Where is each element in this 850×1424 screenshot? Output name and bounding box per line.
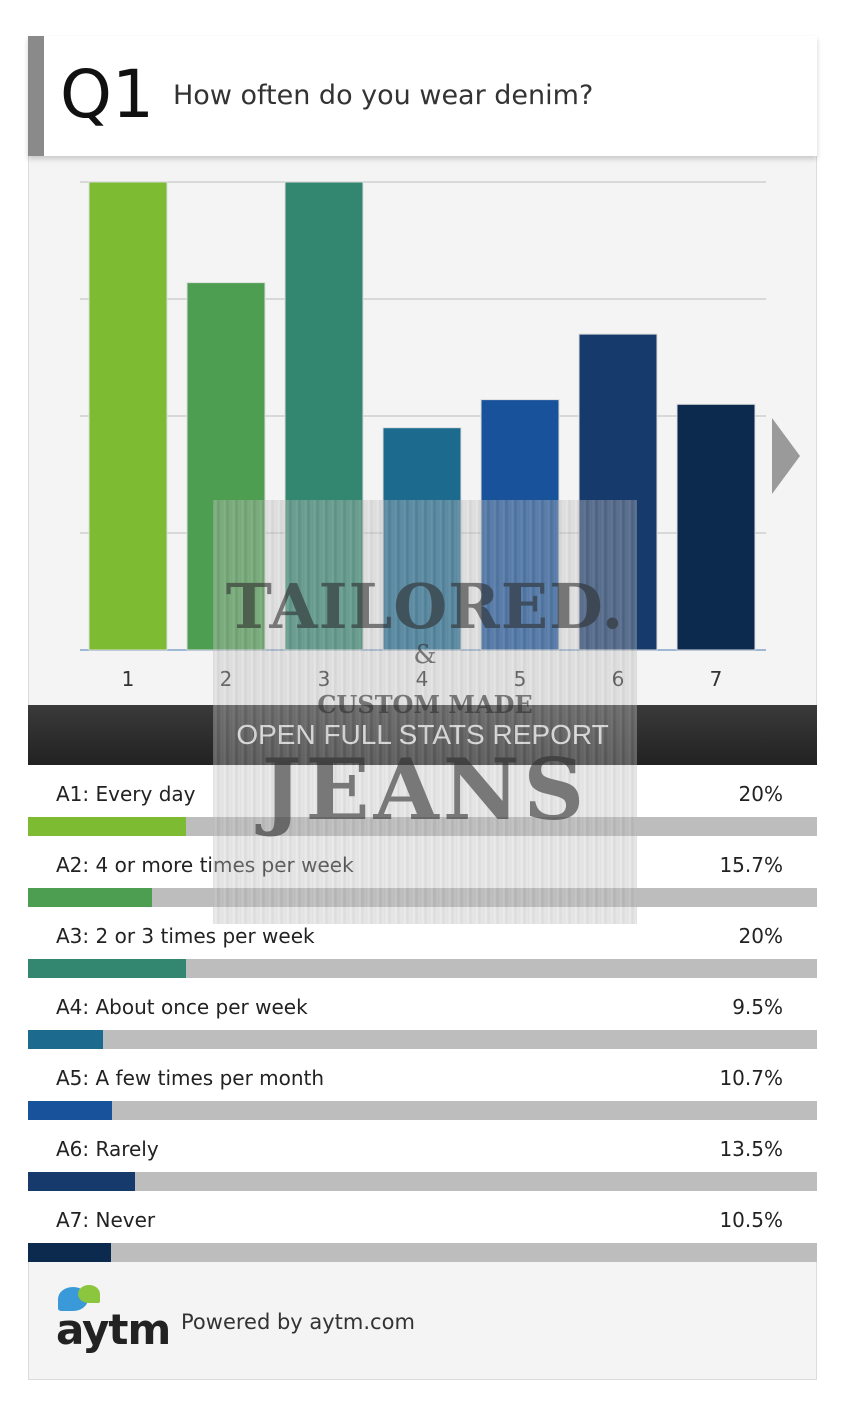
answer-label: A3: 2 or 3 times per week xyxy=(56,924,315,948)
question-text: How often do you wear denim? xyxy=(173,80,594,111)
answer-bar-fill xyxy=(28,1172,135,1191)
answer-percent: 9.5% xyxy=(732,995,783,1019)
answer-bar-track xyxy=(28,959,817,978)
answer-row: A1: Every day 20% xyxy=(28,765,817,836)
x-tick-label: 5 xyxy=(514,667,527,691)
chevron-right-icon[interactable] xyxy=(772,418,800,494)
bar-5[interactable] xyxy=(480,399,560,651)
answer-bar-track xyxy=(28,1243,817,1262)
answer-label: A6: Rarely xyxy=(56,1137,159,1161)
answer-bar-fill xyxy=(28,888,152,907)
bar-1[interactable] xyxy=(88,181,168,651)
answer-percent: 10.7% xyxy=(719,1066,783,1090)
answer-row: A5: A few times per month 10.7% xyxy=(28,1049,817,1120)
header-accent-bar xyxy=(28,36,44,156)
bar-3[interactable] xyxy=(284,181,364,651)
answer-row: A2: 4 or more times per week 15.7% xyxy=(28,836,817,907)
answer-bar-track xyxy=(28,1101,817,1120)
answer-label: A1: Every day xyxy=(56,782,196,806)
aytm-logo[interactable]: aytm xyxy=(56,1285,171,1355)
answer-bar-track xyxy=(28,817,817,836)
answer-row: A6: Rarely 13.5% xyxy=(28,1120,817,1191)
answer-percent: 13.5% xyxy=(719,1137,783,1161)
bar-2[interactable] xyxy=(186,282,266,651)
answer-label: A4: About once per week xyxy=(56,995,308,1019)
answer-label: A7: Never xyxy=(56,1208,156,1232)
logo-wordmark: aytm xyxy=(56,1305,171,1354)
answer-percent: 10.5% xyxy=(719,1208,783,1232)
answer-bar-fill xyxy=(28,817,186,836)
answer-bar-fill xyxy=(28,1030,103,1049)
answer-row: A4: About once per week 9.5% xyxy=(28,978,817,1049)
open-full-stats-report-button[interactable]: OPEN FULL STATS REPORT xyxy=(28,705,817,765)
answers-list: A1: Every day 20% A2: 4 or more times pe… xyxy=(28,765,817,1262)
answer-row: A3: 2 or 3 times per week 20% xyxy=(28,907,817,978)
x-tick-label: 6 xyxy=(612,667,625,691)
x-tick-label: 4 xyxy=(416,667,429,691)
x-tick-label: 7 xyxy=(710,667,723,691)
answer-bar-track xyxy=(28,888,817,907)
answer-bar-track xyxy=(28,1030,817,1049)
footer: aytm Powered by aytm.com xyxy=(28,1265,817,1380)
answer-bar-fill xyxy=(28,1243,111,1262)
answer-bar-fill xyxy=(28,959,186,978)
answer-percent: 20% xyxy=(738,924,783,948)
answer-label: A5: A few times per month xyxy=(56,1066,325,1090)
speech-bubble-icon xyxy=(78,1285,100,1303)
question-header: Q1 How often do you wear denim? xyxy=(28,36,817,156)
bar-7[interactable] xyxy=(676,403,756,651)
answer-label: A2: 4 or more times per week xyxy=(56,853,354,877)
question-number: Q1 xyxy=(60,56,154,133)
bar-6[interactable] xyxy=(578,333,658,651)
answer-percent: 15.7% xyxy=(719,853,783,877)
answer-bar-track xyxy=(28,1172,817,1191)
answer-bar-fill xyxy=(28,1101,113,1120)
answer-percent: 20% xyxy=(738,782,783,806)
x-tick-label: 2 xyxy=(220,667,233,691)
x-tick-label: 1 xyxy=(122,667,135,691)
bar-chart: 1 2 3 4 5 6 7 xyxy=(80,181,766,691)
x-tick-label: 3 xyxy=(318,667,331,691)
powered-by-link[interactable]: Powered by aytm.com xyxy=(181,1310,415,1334)
answer-row: A7: Never 10.5% xyxy=(28,1191,817,1262)
bar-4[interactable] xyxy=(382,427,462,651)
